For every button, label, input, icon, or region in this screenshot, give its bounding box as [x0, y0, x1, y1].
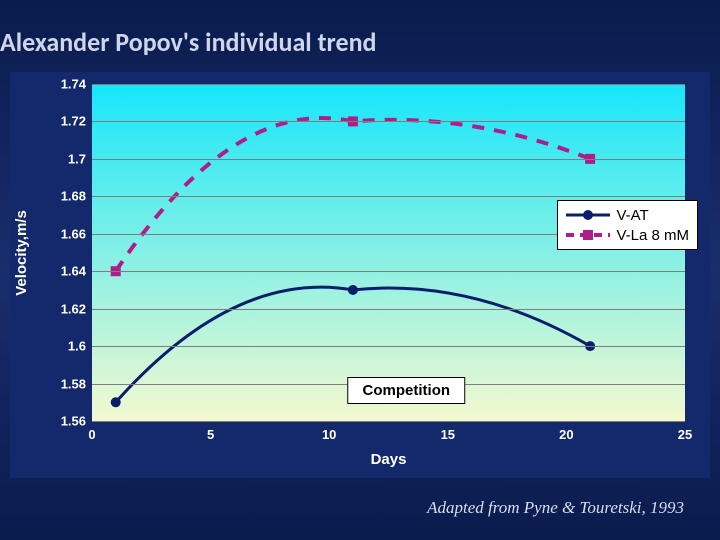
x-tick-label: 25	[678, 421, 692, 442]
y-tick-label: 1.7	[68, 151, 92, 166]
gridline	[92, 159, 685, 160]
y-tick-label: 1.68	[61, 189, 92, 204]
plot-area: 1.561.581.61.621.641.661.681.71.721.7405…	[92, 84, 685, 421]
y-tick-label: 1.58	[61, 376, 92, 391]
y-tick-label: 1.72	[61, 114, 92, 129]
legend-label: V-La 8 mM	[616, 227, 689, 244]
y-tick-label: 1.64	[61, 264, 92, 279]
series-marker	[348, 285, 358, 295]
page-title: Alexander Popov's individual trend	[0, 26, 377, 58]
legend: V-AT V-La 8 mM	[557, 200, 698, 250]
x-tick-label: 0	[88, 421, 95, 442]
gridline	[92, 346, 685, 347]
gridline	[92, 84, 685, 85]
gridline	[92, 271, 685, 272]
y-tick-label: 1.74	[61, 77, 92, 92]
x-axis-label: Days	[371, 451, 407, 468]
y-tick-label: 1.6	[68, 339, 92, 354]
slide: Alexander Popov's individual trend 1.56 1…	[0, 0, 720, 540]
annotation-competition: Competition	[348, 377, 466, 404]
series-marker	[111, 397, 121, 407]
gridline	[92, 121, 685, 122]
legend-swatch	[566, 227, 610, 243]
x-tick-label: 5	[207, 421, 214, 442]
gridline	[92, 196, 685, 197]
gridline	[92, 309, 685, 310]
y-tick-label: 1.56	[61, 414, 92, 429]
y-axis-label: Velocity,m/s	[13, 210, 30, 296]
legend-swatch	[566, 207, 610, 223]
legend-item: V-La 8 mM	[566, 225, 689, 245]
legend-label: V-AT	[616, 207, 648, 224]
citation: Adapted from Pyne & Touretski, 1993	[427, 498, 684, 518]
x-tick-label: 10	[322, 421, 336, 442]
chart-container: 1.56 1.58 1.6 1.62 1.64 1.66 1.68 1.7 1.72 1.74 0 5…	[10, 72, 710, 478]
y-tick-label: 1.62	[61, 301, 92, 316]
series-line	[116, 118, 590, 271]
y-tick-label: 1.66	[61, 226, 92, 241]
x-tick-label: 20	[559, 421, 573, 442]
gridline	[92, 421, 685, 422]
legend-item: V-AT	[566, 205, 689, 225]
chart-svg	[92, 84, 685, 421]
x-tick-label: 15	[441, 421, 455, 442]
